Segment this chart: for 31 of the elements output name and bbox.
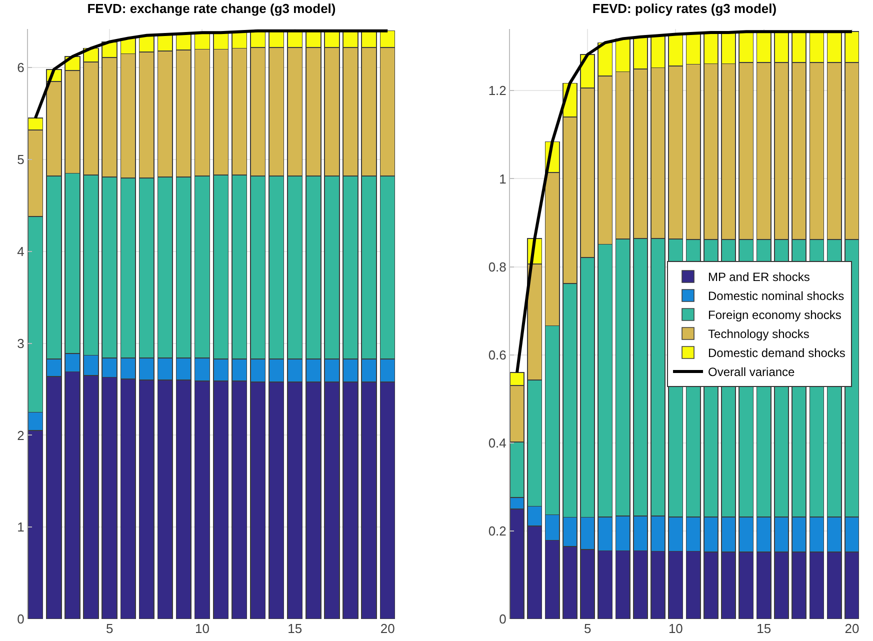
x-tick-label: 20 [380, 621, 395, 636]
chart-title: FEVD: policy rates (g3 model) [592, 1, 777, 16]
y-tick-label: 0.2 [488, 523, 506, 538]
y-tick-label: 0.8 [488, 259, 506, 274]
x-tick-label: 15 [756, 621, 772, 636]
y-tick-label: 3 [17, 336, 24, 351]
legend-label: MP and ER shocks [708, 270, 810, 284]
chart-title: FEVD: exchange rate change (g3 model) [87, 1, 336, 16]
y-tick-label: 0.4 [488, 435, 506, 450]
y-tick-label: 0 [499, 612, 506, 627]
y-tick-label: 0.6 [488, 347, 506, 362]
y-tick-label: 1.2 [488, 83, 506, 98]
x-tick-label: 10 [194, 621, 210, 636]
legend-label: Domestic nominal shocks [708, 289, 844, 304]
x-tick-label: 10 [668, 621, 683, 636]
y-tick-label: 1 [499, 171, 506, 186]
y-tick-label: 4 [17, 244, 24, 259]
legend-label: Overall variance [708, 365, 796, 380]
y-tick-label: 6 [17, 60, 24, 76]
x-tick-label: 5 [106, 621, 114, 636]
y-tick-label: 1 [17, 520, 24, 535]
x-tick-label: 5 [584, 621, 592, 636]
legend-label: Foreign economy shocks [708, 308, 842, 322]
y-tick-label: 0 [17, 612, 24, 627]
legend-label: Technology shocks [708, 327, 810, 342]
legend-label: Domestic demand shocks [708, 346, 846, 360]
x-tick-label: 20 [844, 621, 860, 636]
line-series [34, 29, 390, 120]
y-tick-label: 2 [17, 428, 24, 443]
x-tick-label: 15 [288, 621, 302, 636]
y-tick-label: 5 [17, 152, 24, 168]
